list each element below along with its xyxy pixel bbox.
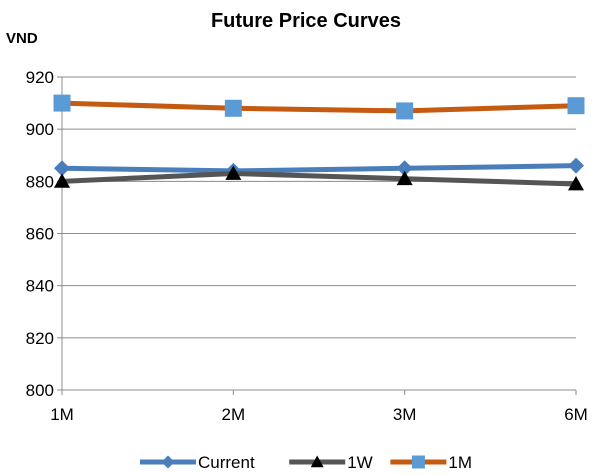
tick-labels: 800 820 840 860 880 900 920 1M 2M 3M 6M [26,68,588,424]
data-point-1w [396,170,413,186]
x-tick-label: 1M [50,405,74,424]
data-point-current [54,160,70,177]
y-tick-label: 920 [26,68,54,87]
legend-label: 1M [448,453,472,472]
y-tick-label: 880 [26,172,54,191]
series-lines [53,94,585,191]
series-line-1w [61,171,577,187]
data-point-1m [53,94,71,112]
data-point-1m [396,102,414,120]
y-tick-label: 840 [26,277,54,296]
legend-item-1m: 1M [390,453,472,472]
data-point-1w [225,165,242,180]
legend: Current 1W 1M [140,453,472,472]
legend-label: Current [198,453,255,472]
x-tick-label: 2M [222,405,246,424]
y-tick-label: 900 [26,120,54,139]
legend-swatch-marker [411,455,425,469]
legend-item-current: Current [140,453,255,472]
data-point-current [568,157,584,174]
y-axis-label: VND [6,30,38,47]
data-point-current [396,160,413,177]
axes [57,76,577,395]
data-point-1w [54,173,70,188]
legend-label: 1W [347,453,373,472]
legend-swatch-marker [310,455,324,468]
data-point-1m [567,97,585,115]
data-point-1w [568,175,584,191]
chart-title: Future Price Curves [211,10,401,32]
legend-swatch-marker [161,455,175,469]
legend-item-1w: 1W [289,453,373,472]
gridlines [62,76,576,339]
x-tick-label: 3M [393,405,417,424]
y-tick-label: 800 [26,381,54,400]
series-line-1m [61,100,577,114]
y-tick-label: 820 [26,329,54,348]
data-point-1m [224,99,242,117]
x-tick-label: 6M [564,405,588,424]
series-line-current [61,163,577,174]
y-tick-label: 860 [26,225,54,244]
